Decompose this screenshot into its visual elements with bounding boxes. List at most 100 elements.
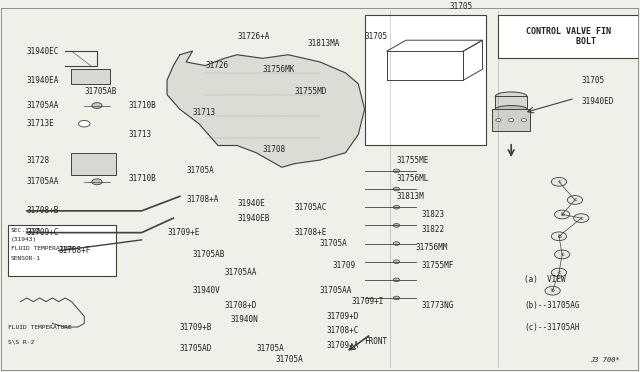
Circle shape xyxy=(567,196,582,204)
Text: (b)--31705AG: (b)--31705AG xyxy=(524,301,579,310)
Text: 31726: 31726 xyxy=(205,61,228,70)
Text: 31709+B: 31709+B xyxy=(180,323,212,331)
Text: (31943): (31943) xyxy=(11,237,37,243)
Text: 31756MK: 31756MK xyxy=(262,65,295,74)
Circle shape xyxy=(394,187,399,191)
Text: 31708+C: 31708+C xyxy=(326,326,359,335)
Text: 31705: 31705 xyxy=(365,32,388,41)
Text: 31708+E: 31708+E xyxy=(294,228,327,237)
Text: 31940V: 31940V xyxy=(193,286,220,295)
Circle shape xyxy=(545,286,560,295)
Text: CONTROL VALVE FIN
       BOLT: CONTROL VALVE FIN BOLT xyxy=(526,27,611,46)
Bar xyxy=(499,15,639,58)
Circle shape xyxy=(554,250,570,259)
Text: FRONT: FRONT xyxy=(365,337,388,346)
Bar xyxy=(495,96,527,109)
Text: 31705A: 31705A xyxy=(186,166,214,176)
Circle shape xyxy=(394,296,399,300)
Circle shape xyxy=(573,214,589,222)
Text: 31705A: 31705A xyxy=(256,344,284,353)
Text: c: c xyxy=(579,216,583,221)
Text: (a)  VIEW: (a) VIEW xyxy=(524,275,566,284)
Text: 31705AC: 31705AC xyxy=(294,203,327,212)
Text: 31813MA: 31813MA xyxy=(307,39,340,48)
Text: 31705AB: 31705AB xyxy=(84,87,116,96)
Text: 31940E: 31940E xyxy=(237,199,265,208)
Text: 31709+E: 31709+E xyxy=(167,228,200,237)
Circle shape xyxy=(496,119,501,122)
Bar xyxy=(72,153,116,174)
Circle shape xyxy=(551,177,566,186)
Text: 31708: 31708 xyxy=(262,145,286,154)
Text: 31713E: 31713E xyxy=(27,119,54,128)
Text: 31705AB: 31705AB xyxy=(193,250,225,259)
Text: 31728: 31728 xyxy=(27,155,50,164)
Text: 31705AA: 31705AA xyxy=(27,177,60,186)
Circle shape xyxy=(551,268,566,277)
Text: 31755MF: 31755MF xyxy=(422,261,454,270)
Polygon shape xyxy=(167,51,365,167)
Circle shape xyxy=(522,119,527,122)
Text: 31710B: 31710B xyxy=(129,174,157,183)
Text: 31940EC: 31940EC xyxy=(27,46,60,55)
Text: 31755MD: 31755MD xyxy=(294,87,327,96)
Text: 31710B: 31710B xyxy=(129,101,157,110)
Text: SENSOR-1: SENSOR-1 xyxy=(11,256,41,260)
Text: 31705AD: 31705AD xyxy=(180,344,212,353)
Text: 31709+A: 31709+A xyxy=(326,341,359,350)
Circle shape xyxy=(92,103,102,109)
Text: 31708+B: 31708+B xyxy=(27,206,60,215)
Text: FLUID TEMPERATURE: FLUID TEMPERATURE xyxy=(11,247,75,251)
Text: 31940ED: 31940ED xyxy=(581,97,614,106)
Circle shape xyxy=(394,242,399,246)
Text: 31713: 31713 xyxy=(129,130,152,139)
Bar xyxy=(8,225,116,276)
Text: 31823: 31823 xyxy=(422,210,445,219)
Text: 31705AA: 31705AA xyxy=(225,268,257,277)
Text: 31713: 31713 xyxy=(193,108,216,117)
Text: 31709+C: 31709+C xyxy=(27,228,60,237)
Text: 31705A: 31705A xyxy=(320,239,348,248)
Text: 31709+D: 31709+D xyxy=(326,312,359,321)
Bar xyxy=(72,69,109,84)
Text: c: c xyxy=(557,179,561,184)
Text: 31813M: 31813M xyxy=(396,192,424,201)
Circle shape xyxy=(394,224,399,227)
Text: c: c xyxy=(573,198,577,202)
Text: 31709: 31709 xyxy=(333,261,356,270)
Text: J3 700*: J3 700* xyxy=(589,357,620,363)
Text: 31705A: 31705A xyxy=(275,355,303,364)
Circle shape xyxy=(394,278,399,282)
Text: 31773NG: 31773NG xyxy=(422,301,454,310)
Circle shape xyxy=(394,260,399,263)
Text: 31940EA: 31940EA xyxy=(27,76,60,85)
Text: 31756MM: 31756MM xyxy=(415,243,448,252)
Circle shape xyxy=(394,205,399,209)
Text: S\S R-2: S\S R-2 xyxy=(8,339,34,344)
Circle shape xyxy=(554,210,570,219)
Text: 31726+A: 31726+A xyxy=(237,32,269,41)
Ellipse shape xyxy=(495,106,527,113)
Text: 31756ML: 31756ML xyxy=(396,174,429,183)
Text: 31708+A: 31708+A xyxy=(186,195,218,205)
Text: 31709+I: 31709+I xyxy=(352,297,384,306)
Circle shape xyxy=(509,119,514,122)
Text: 31705: 31705 xyxy=(581,76,604,85)
Circle shape xyxy=(79,121,90,127)
Text: b: b xyxy=(557,234,561,239)
Text: FLUID TEMPERATURE: FLUID TEMPERATURE xyxy=(8,324,72,330)
Text: 31708+F: 31708+F xyxy=(59,246,91,255)
Text: 31940EB: 31940EB xyxy=(237,214,269,222)
Bar xyxy=(492,109,531,131)
Circle shape xyxy=(92,179,102,185)
Text: 31822: 31822 xyxy=(422,225,445,234)
Circle shape xyxy=(551,232,566,241)
Text: c: c xyxy=(557,270,561,275)
Text: b: b xyxy=(550,288,554,293)
Text: 31708+D: 31708+D xyxy=(225,301,257,310)
Text: 31940N: 31940N xyxy=(231,315,259,324)
Text: 31705AA: 31705AA xyxy=(27,101,60,110)
Text: 31705AA: 31705AA xyxy=(320,286,353,295)
Text: 31755ME: 31755ME xyxy=(396,155,429,164)
Text: c: c xyxy=(560,252,564,257)
